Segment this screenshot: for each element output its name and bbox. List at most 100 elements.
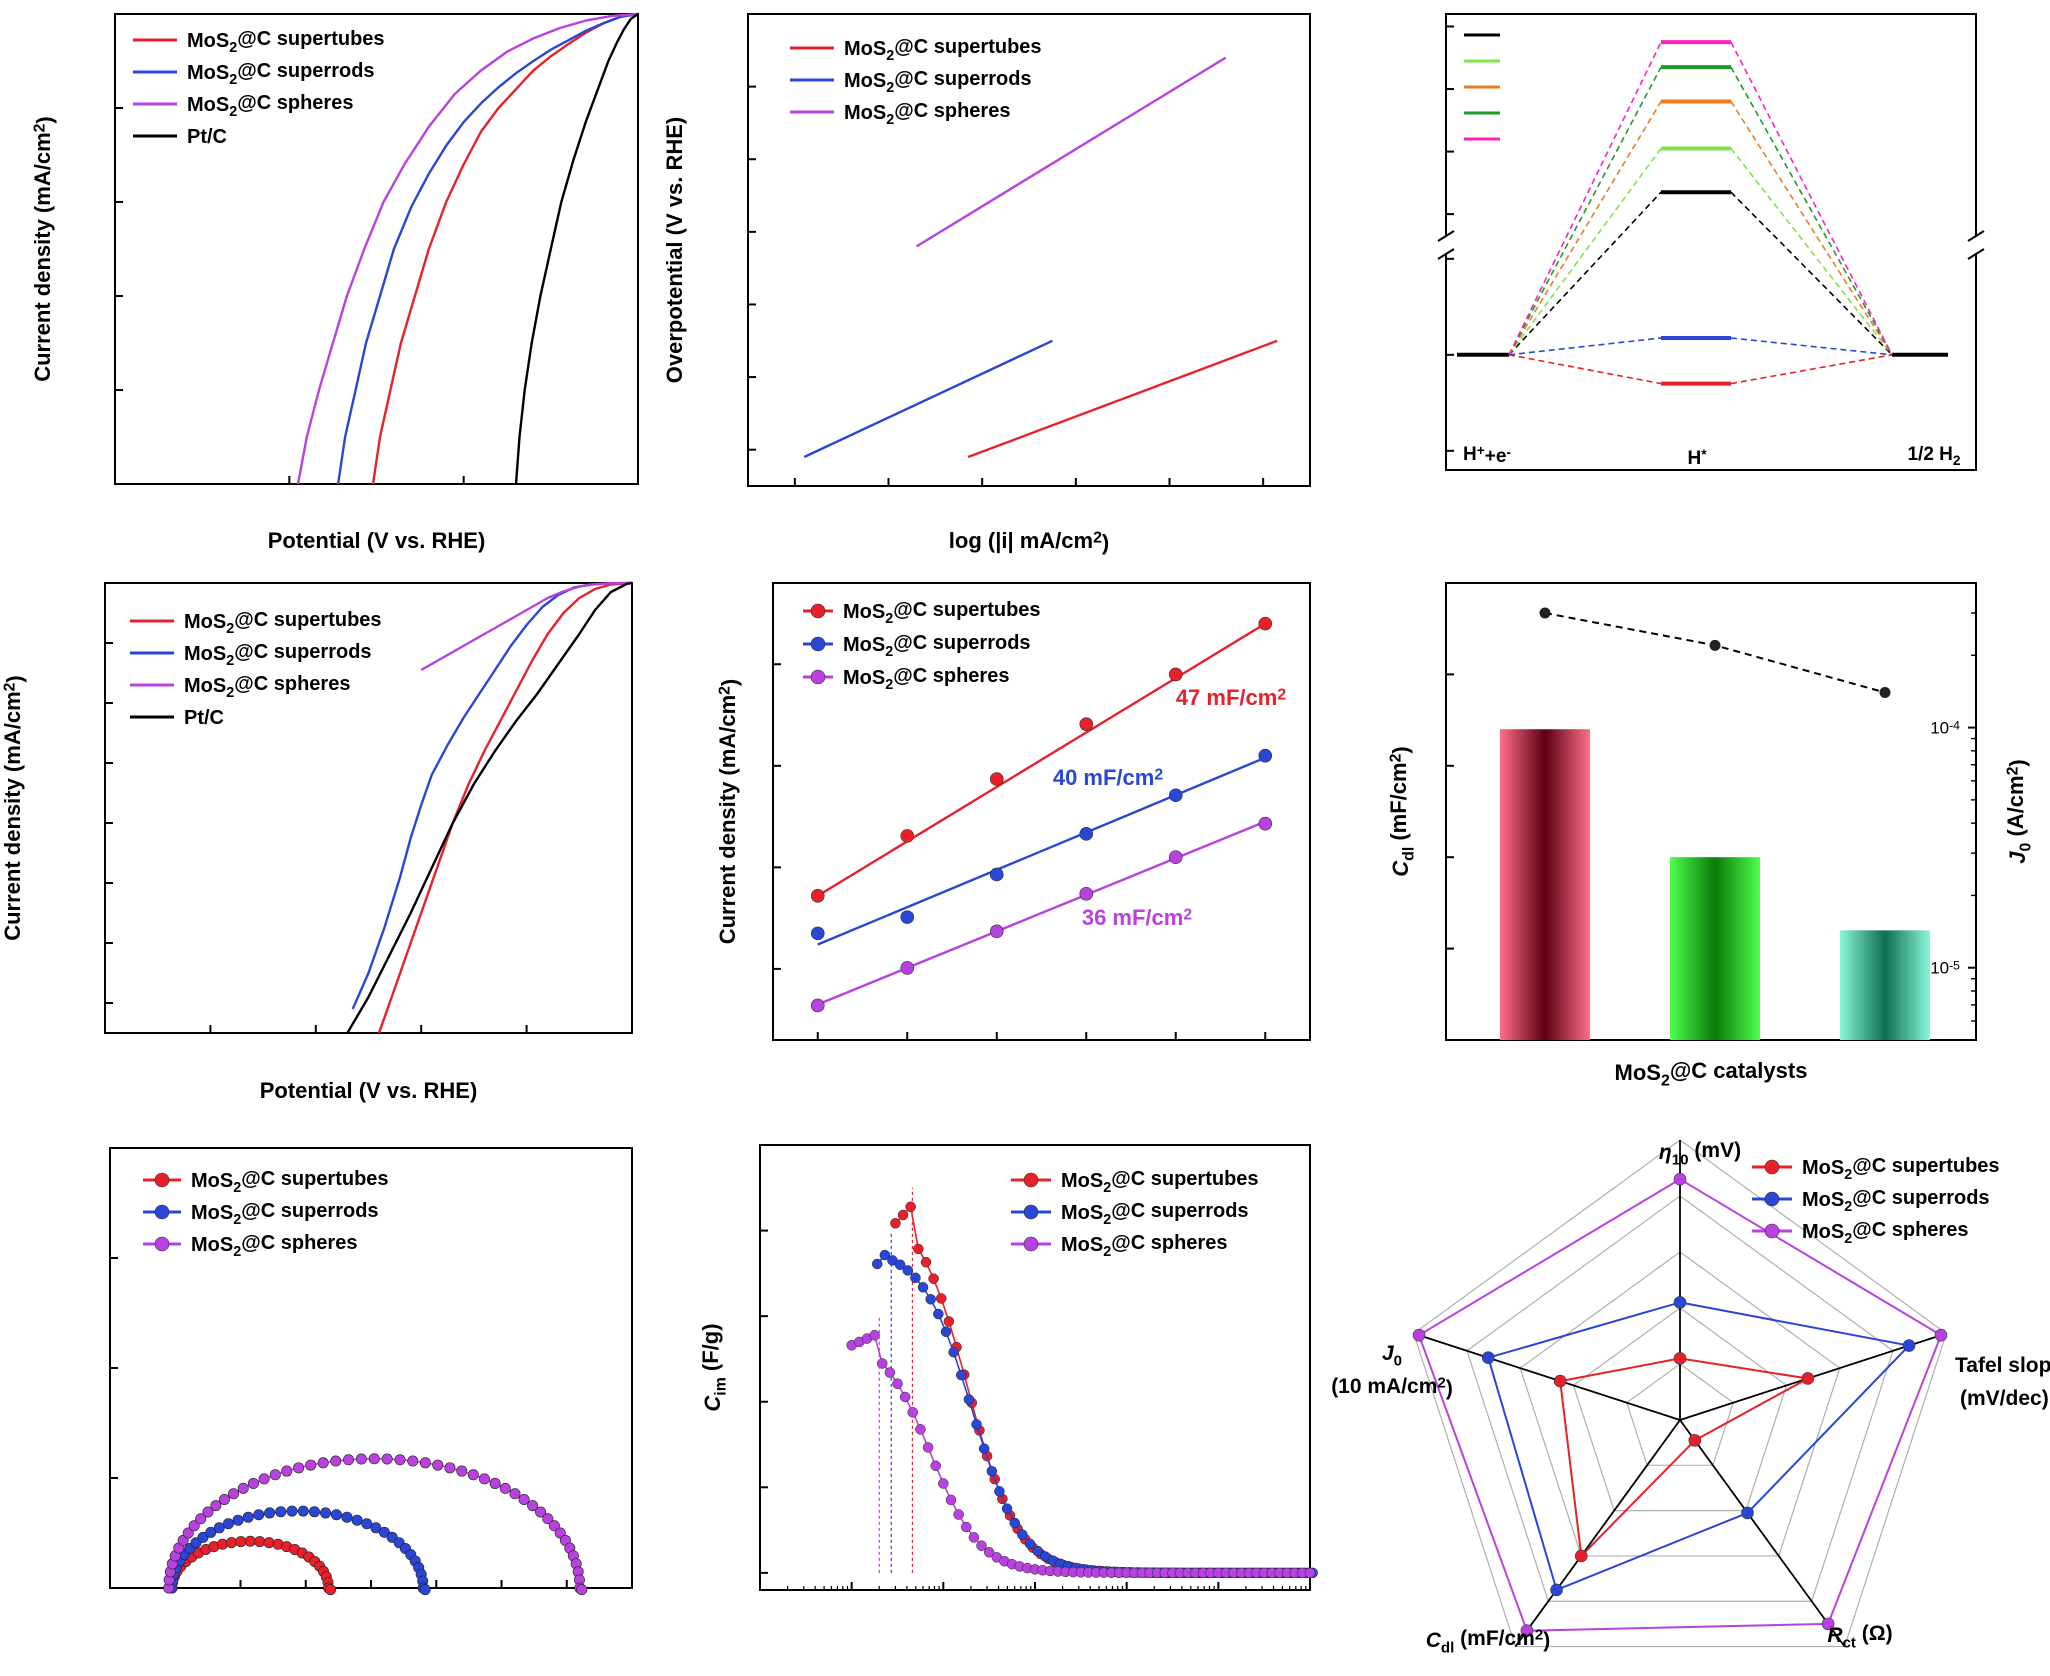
data-line-2 (296, 12, 639, 485)
nyquist-point-0 (325, 1584, 337, 1596)
radar-point-1 (1481, 1351, 1495, 1365)
nyquist-point-2 (489, 1477, 501, 1489)
nyquist-point-1 (253, 1509, 265, 1521)
nyquist-point-2 (202, 1506, 214, 1518)
nyquist-point-2 (195, 1513, 207, 1525)
data-line-3 (514, 13, 639, 485)
legend-marker (810, 603, 826, 619)
cim-point-2 (968, 1532, 980, 1543)
text-run: MoS (191, 1234, 233, 1256)
data-line-1 (803, 339, 1053, 459)
cim-point-1 (1017, 1529, 1028, 1540)
text-run: cm (1407, 1375, 1437, 1398)
cim-point-1 (1032, 1545, 1043, 1557)
text-run: 2 (1844, 1231, 1852, 1247)
text-run: H (1939, 444, 1953, 465)
nyquist-point-2 (456, 1465, 468, 1477)
text-run: C (700, 1395, 725, 1412)
nyquist-point-2 (330, 1455, 342, 1467)
text-run: MoS (1061, 1202, 1103, 1224)
cim-point-2 (945, 1494, 957, 1506)
text-run: @C spheres (241, 1232, 357, 1254)
text-run: 10 (1930, 719, 1949, 738)
legend-label: MoS2@C supertubes (1061, 1168, 1259, 1196)
cim-point-2 (953, 1509, 964, 1520)
connector-left-4 (1508, 41, 1662, 356)
connector-left-1 (1508, 147, 1662, 356)
radar-grid-ring (1466, 1195, 1894, 1602)
text-run: 2 (233, 1180, 241, 1196)
x-axis-label: log (|i| mA/cm2) (949, 528, 1109, 555)
nyquist-point-2 (305, 1459, 317, 1471)
text-run: @C spheres (894, 100, 1010, 122)
radar-point-2 (1412, 1328, 1426, 1342)
text-run: -5 (1949, 958, 1960, 972)
text-run: (Ω) (1856, 1622, 1893, 1645)
data-point-0 (810, 888, 825, 903)
text-run: MoS (184, 675, 226, 697)
text-run: 2 (1103, 1180, 1111, 1196)
axis-break-mark (1967, 248, 1985, 260)
radar-axis-name: Rct (Ω) (1827, 1622, 1892, 1651)
text-run: 2 (2004, 766, 2021, 775)
text-run: @C superrods (237, 60, 374, 82)
y-axis-label: Overpotential (V vs. RHE) (662, 117, 687, 384)
nyquist-point-2 (432, 1459, 444, 1471)
text-run: 2 (1535, 1627, 1543, 1644)
bar-0 (1500, 729, 1590, 1040)
cim-point-0 (890, 1218, 901, 1229)
legend-label: MoS2@C supertubes (1802, 1155, 2000, 1183)
text-run: Potential (V vs. RHE) (268, 528, 486, 553)
data-point-2 (1258, 816, 1273, 831)
text-run: 2 (1154, 766, 1163, 783)
text-run: 2 (885, 644, 893, 660)
nyquist-point-2 (527, 1500, 539, 1512)
cim-point-2 (899, 1391, 911, 1403)
nyquist-point-1 (341, 1511, 353, 1523)
text-run: ) (1388, 746, 1413, 753)
legend-marker (1764, 1191, 1780, 1207)
nyquist-point-0 (263, 1537, 275, 1549)
cim-point-0 (943, 1316, 955, 1327)
nyquist-point-1 (222, 1518, 234, 1530)
text-run: Current density (mA/ (0, 723, 25, 941)
data-point-0 (1258, 616, 1273, 631)
legend-label: MoS2@C spheres (184, 673, 350, 701)
text-run: 1/2 (1907, 444, 1939, 465)
capacitance-annotation: 36 mF/cm2 (1082, 905, 1193, 930)
nyquist-point-1 (264, 1507, 276, 1519)
text-run: MoS (1615, 1060, 1661, 1085)
cim-point-0 (905, 1201, 916, 1213)
text-run: MoS (843, 601, 885, 623)
text-run: @C superrods (241, 1200, 378, 1222)
data-line-0 (371, 12, 639, 485)
data-point-1 (1258, 748, 1273, 763)
plot-frame (747, 13, 1311, 487)
radar-grid-ring (1626, 1363, 1734, 1466)
text-run: MoS (184, 643, 226, 665)
text-run: η (1659, 1141, 1672, 1164)
nyquist-point-1 (320, 1507, 332, 1519)
fit-line-1 (817, 756, 1266, 946)
text-run: 2 (1844, 1167, 1852, 1183)
radar-axis-name: η10 (mV) (1659, 1139, 1741, 1168)
nyquist-point-2 (407, 1455, 419, 1467)
connector-left-0 (1508, 191, 1662, 356)
cim-point-2 (922, 1442, 934, 1453)
legend-label: MoS2@C supertubes (191, 1168, 389, 1196)
cim-point-1 (1001, 1503, 1013, 1514)
axis-break-gap (1438, 237, 1454, 253)
j0-dashed-line (1544, 612, 1886, 694)
legend-marker (154, 1204, 170, 1220)
nyquist-point-2 (188, 1520, 200, 1532)
text-run: (F/g) (698, 1323, 723, 1377)
text-run: 40 mF/ (1053, 765, 1123, 790)
radar-axis-unit: (10 mA/cm2) (1331, 1375, 1453, 1400)
text-run: ) (717, 679, 742, 686)
data-point-2 (1079, 886, 1094, 901)
nyquist-point-1 (370, 1522, 382, 1534)
nyquist-point-2 (499, 1482, 511, 1494)
nyquist-point-1 (378, 1526, 390, 1538)
text-run: 2 (1661, 1073, 1670, 1090)
